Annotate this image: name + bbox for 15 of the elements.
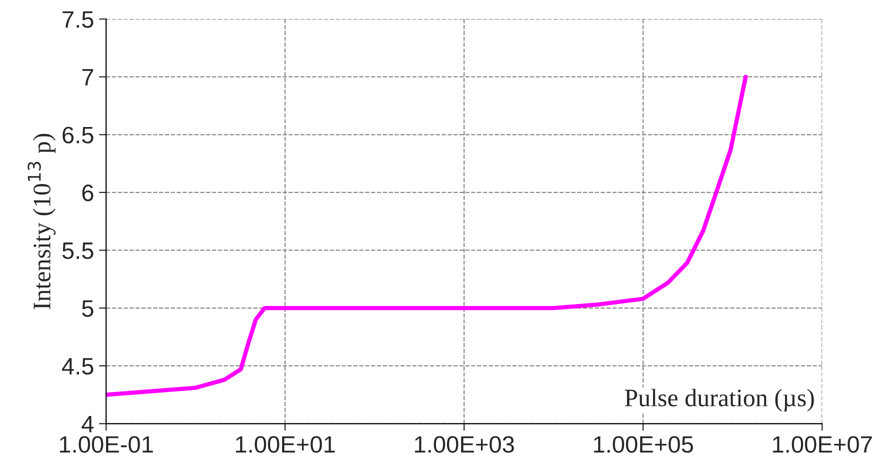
- y-tick-label: 7.5: [62, 11, 94, 28]
- y-axis-title: Intensity (10$^{13}$ p): [28, 134, 56, 310]
- y-tick-label: 7: [82, 69, 94, 86]
- x-tick-label: 1.00E+05: [594, 436, 693, 453]
- x-tick-label: 1.00E+07: [773, 436, 872, 453]
- y-tick-label: 6: [82, 184, 94, 202]
- x-axis-title: Pulse duration (µs): [624, 388, 814, 412]
- x-tick-label: 1.00E+03: [415, 436, 514, 453]
- x-tick-label: 1.00E+01: [236, 436, 335, 453]
- y-tick-label: 4.5: [62, 358, 94, 375]
- y-tick-label: 5.5: [62, 242, 94, 260]
- y-tick-label: 6.5: [62, 126, 94, 144]
- x-tick-label: 1.00E-01: [60, 436, 153, 453]
- y-tick-label: 5: [82, 300, 94, 317]
- y-tick-label: 4: [82, 416, 94, 432]
